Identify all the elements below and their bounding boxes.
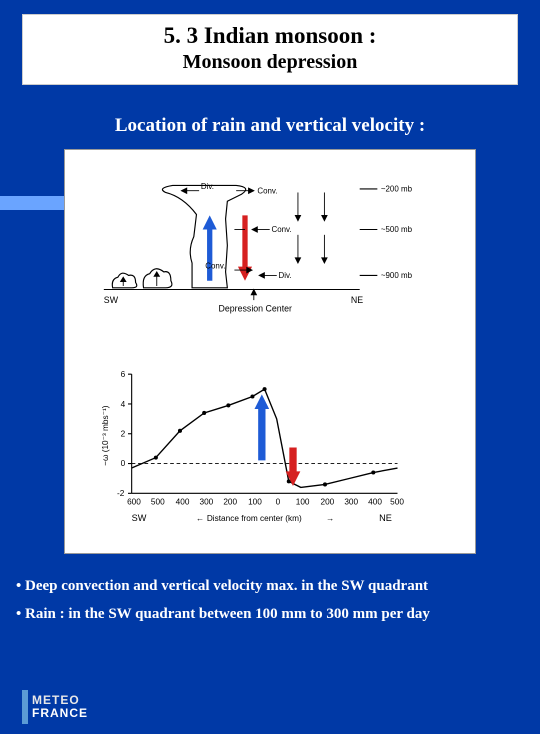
y-ticks: -2 0 2 4 6: [117, 370, 132, 498]
svg-text:-2: -2: [117, 489, 125, 498]
top-panel: ~200 mb ~500 mb ~900 mb Div. Conv. Conv.: [95, 166, 413, 316]
svg-text:400: 400: [176, 497, 190, 506]
svg-text:0: 0: [121, 459, 126, 468]
x-ticks: 600 500 400 300 200 100 0 100 200 300 40…: [127, 497, 404, 506]
svg-text:6: 6: [121, 370, 126, 379]
level-900: ~900 mb: [381, 271, 413, 280]
svg-text:100: 100: [248, 497, 262, 506]
meteo-france-logo: METEO FRANCE: [22, 690, 88, 724]
svg-text:Div.: Div.: [279, 271, 292, 280]
svg-text:500: 500: [151, 497, 165, 506]
sw-label-top: SW: [104, 295, 119, 305]
title-sub: Monsoon depression: [33, 51, 507, 74]
svg-text:400: 400: [368, 497, 382, 506]
y-axis-label: −ω (10⁻³ mbs⁻¹): [101, 405, 110, 466]
svg-text:300: 300: [344, 497, 358, 506]
ne-label-top: NE: [351, 295, 363, 305]
sw-label-bottom: SW: [132, 513, 147, 523]
figure-area: ~200 mb ~500 mb ~900 mb Div. Conv. Conv.: [64, 149, 476, 554]
bullet-2: • Rain : in the SW quadrant between 100 …: [16, 602, 524, 626]
svg-text:4: 4: [121, 400, 126, 409]
ne-label-bottom: NE: [379, 513, 392, 523]
bullet-1: • Deep convection and vertical velocity …: [16, 574, 524, 598]
logo-bar-icon: [22, 690, 28, 724]
blue-up-arrow-bottom-icon: [255, 394, 270, 460]
svg-text:←: ←: [196, 514, 204, 523]
svg-text:200: 200: [223, 497, 237, 506]
bullet-list: • Deep convection and vertical velocity …: [16, 574, 524, 626]
blue-up-arrow-icon: [203, 215, 217, 280]
svg-text:Conv.: Conv.: [257, 186, 277, 195]
svg-text:2: 2: [121, 430, 126, 439]
level-200: ~200 mb: [381, 185, 413, 194]
section-heading: Location of rain and vertical velocity :: [0, 115, 540, 137]
x-axis-label: Distance from center (km): [207, 514, 302, 523]
svg-text:600: 600: [127, 497, 141, 506]
accent-bar: [0, 196, 72, 210]
svg-text:100: 100: [296, 497, 310, 506]
svg-text:→: →: [326, 514, 334, 523]
svg-text:Conv.: Conv.: [271, 225, 291, 234]
center-label: Depression Center: [219, 304, 293, 314]
svg-text:200: 200: [321, 497, 335, 506]
logo-line2: FRANCE: [32, 707, 88, 720]
svg-text:500: 500: [390, 497, 404, 506]
bottom-panel: -2 0 2 4 6 −ω (10⁻³ mbs⁻¹) 600 500 400 3…: [95, 365, 425, 530]
svg-text:Conv.: Conv.: [205, 261, 225, 270]
title-box: 5. 3 Indian monsoon : Monsoon depression: [22, 14, 518, 85]
title-main: 5. 3 Indian monsoon :: [33, 23, 507, 49]
svg-text:Div.: Div.: [201, 182, 214, 191]
svg-text:300: 300: [200, 497, 214, 506]
level-500: ~500 mb: [381, 225, 413, 234]
svg-text:0: 0: [276, 497, 281, 506]
